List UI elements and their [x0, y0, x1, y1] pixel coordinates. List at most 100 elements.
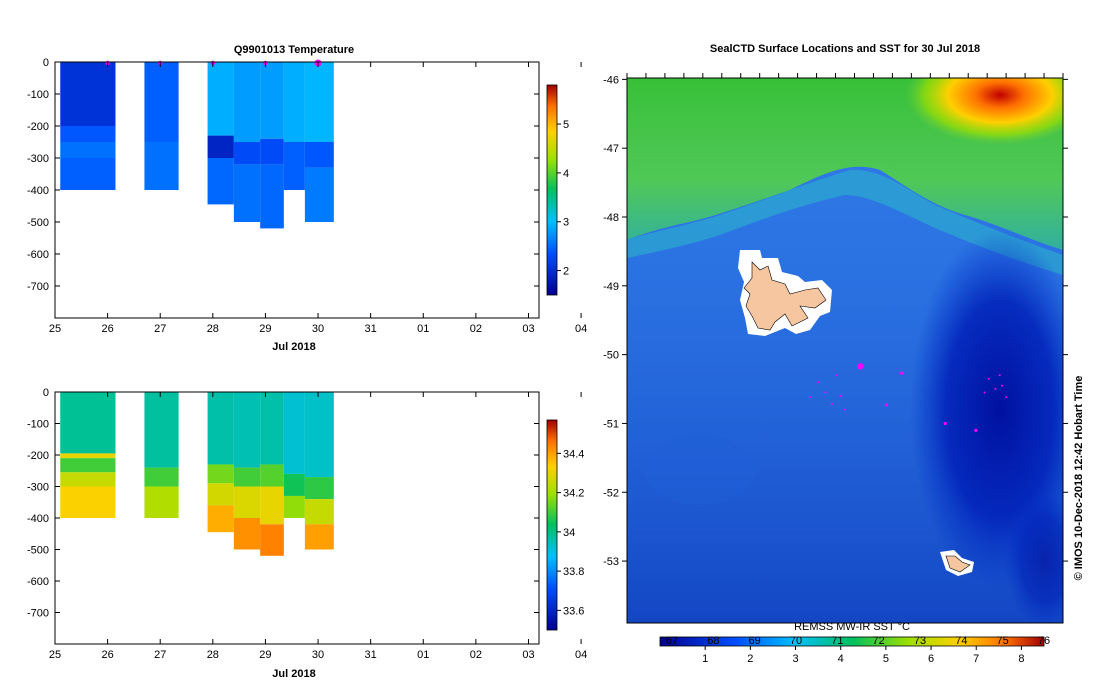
seal-location	[857, 363, 864, 370]
sst-colorbar-caption: REMSS MW-IR SST °C	[794, 621, 910, 633]
profile-cell	[260, 464, 284, 487]
x-tick-label: 25	[49, 649, 61, 661]
profile-cell	[207, 483, 234, 506]
lat-tick-label: -52	[603, 487, 619, 499]
profile-cell	[233, 62, 261, 142]
sst-transition-band	[627, 169, 1063, 275]
sst-colorbar-top-label: 73	[914, 635, 926, 647]
seal-location	[943, 421, 947, 426]
profile-cell	[304, 142, 334, 168]
colorbar-tick-label: 5	[563, 119, 569, 131]
colorbar-tick-label: 2	[563, 266, 569, 278]
temperature-colorbar	[546, 84, 558, 296]
profile-cell	[304, 392, 334, 478]
seal-location	[900, 371, 904, 375]
seal-location	[1000, 384, 1003, 387]
seal-location	[839, 394, 842, 397]
y-tick-label: -400	[27, 185, 49, 197]
lat-tick-label: -53	[603, 556, 619, 568]
map-latitude-axis: -46 -47 -48 -49 -50 -51 -52 -53	[603, 73, 1068, 568]
x-tick-label: 02	[470, 649, 482, 661]
profile-cell	[233, 164, 261, 222]
y-tick-label: -600	[27, 576, 49, 588]
seal-location	[994, 388, 997, 391]
salinity-colorbar-ticks: 33.6 33.8 34 34.2 34.4	[557, 448, 584, 617]
salinity-x-axis-label: Jul 2018	[272, 668, 315, 680]
profile-cell	[283, 62, 305, 142]
x-tick-label: 01	[417, 323, 429, 335]
x-tick-label: 01	[417, 649, 429, 661]
profile-cell	[144, 486, 179, 518]
sst-colorbar-ticks: 1 2 3 4 5 6 7 867 68 69 70 71 72 73 74 75 76	[666, 635, 1050, 665]
profile-cell	[60, 392, 116, 454]
sst-field	[627, 78, 1063, 623]
profile-cell	[207, 392, 234, 465]
salinity-profiles	[60, 392, 334, 556]
profile-cell	[207, 464, 234, 484]
x-tick-label: 30	[312, 649, 324, 661]
kerguelen-island	[743, 261, 827, 331]
y-tick-label: -500	[27, 545, 49, 557]
profile-cell	[144, 467, 179, 487]
x-tick-label: 31	[365, 323, 377, 335]
x-tick-label: 29	[259, 649, 271, 661]
temperature-colorbar-ticks: 2 3 4 5	[557, 119, 569, 278]
profile-cell	[144, 62, 179, 142]
profile-cell	[233, 142, 261, 165]
sst-colorbar-tick-label: 8	[1018, 653, 1024, 665]
profile-cell	[60, 62, 116, 126]
sst-colorbar-tick-label: 5	[883, 653, 889, 665]
y-tick-label: -400	[27, 513, 49, 525]
salinity-section-plot: 25 26 27 28 29 30 31 01 02 03 04 0 -100 -200 -300 -400…	[27, 387, 587, 680]
sst-colorbar-tick-label: 3	[792, 653, 798, 665]
profile-cell	[304, 477, 334, 500]
profile-cell	[207, 158, 234, 205]
profile-cell	[60, 458, 116, 473]
profile-cell	[260, 138, 284, 165]
x-tick-label: 27	[154, 649, 166, 661]
sst-colorbar-tick-label: 4	[838, 653, 844, 665]
profile-cell	[144, 142, 179, 190]
profile-cell	[260, 486, 284, 525]
seal-location	[1005, 396, 1008, 399]
lat-tick-label: -51	[603, 418, 619, 430]
sst-colorbar-tick-label: 7	[973, 653, 979, 665]
seal-location	[974, 428, 978, 432]
profile-cell	[283, 473, 305, 496]
temperature-profiles	[60, 62, 334, 229]
profile-cell	[283, 392, 305, 474]
sst-colorbar-top-label: 68	[707, 635, 719, 647]
x-tick-label: 29	[259, 323, 271, 335]
sst-colorbar-top-label: 76	[1038, 635, 1050, 647]
seal-location	[844, 408, 846, 411]
temperature-x-axis: 25 26 27 28 29 30 31 01 02 03 04	[49, 62, 587, 335]
sst-colorbar-top-label: 72	[873, 635, 885, 647]
x-tick-label: 04	[575, 649, 587, 661]
profile-cell	[233, 392, 261, 468]
profile-cell	[304, 167, 334, 222]
profile-cell	[207, 135, 234, 158]
sst-colorbar-top-label: 71	[831, 635, 843, 647]
profile-cell	[260, 392, 284, 465]
colorbar-tick-label: 3	[563, 217, 569, 229]
sst-colorbar-top-label: 69	[749, 635, 761, 647]
lat-tick-label: -46	[603, 74, 619, 86]
sst-colorbar-top-label: 70	[790, 635, 802, 647]
seal-location	[983, 391, 986, 394]
x-tick-label: 04	[575, 323, 587, 335]
lat-tick-label: -49	[603, 281, 619, 293]
x-tick-label: 25	[49, 323, 61, 335]
profile-cell	[144, 392, 179, 468]
profile-cell	[60, 453, 116, 459]
colorbar-tick-label: 34	[563, 527, 575, 539]
profile-cell	[60, 142, 116, 158]
heard-island	[945, 555, 971, 573]
profile-cell	[233, 467, 261, 487]
profile-cell	[207, 505, 234, 533]
profile-cell	[304, 524, 334, 550]
profile-cell	[304, 62, 334, 142]
salinity-y-axis: 0 -100 -200 -300 -400 -500 -600 -700	[27, 387, 539, 620]
x-tick-label: 26	[101, 649, 113, 661]
sst-colorbar-tick-label: 2	[747, 653, 753, 665]
x-tick-label: 03	[522, 323, 534, 335]
